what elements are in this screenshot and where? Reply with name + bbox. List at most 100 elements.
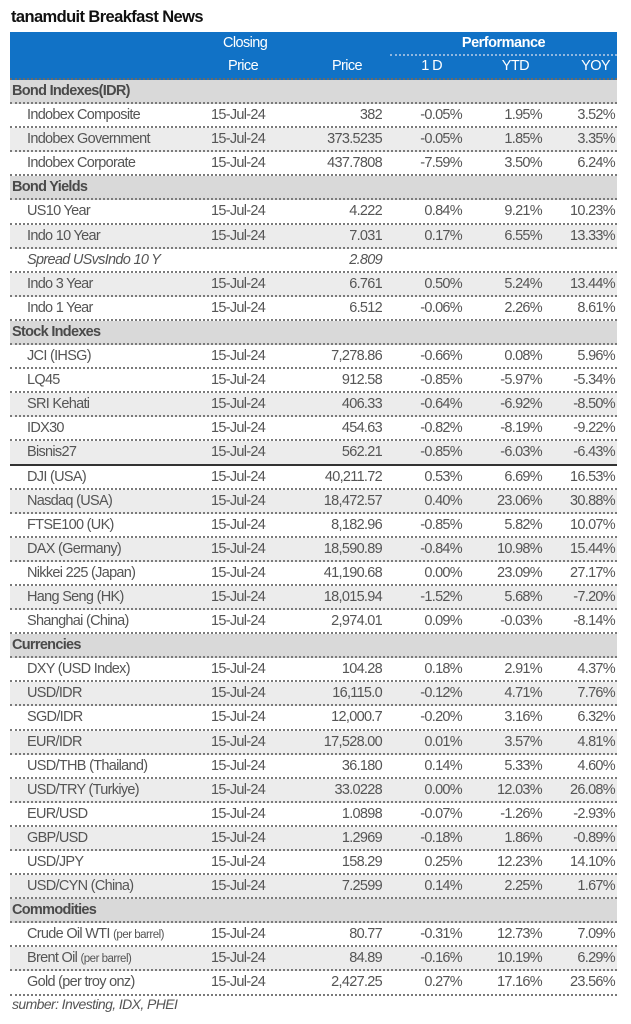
change-ytd-cell: 3.57% — [504, 733, 542, 750]
instrument-name: DAX (Germany) — [27, 540, 122, 557]
price-cell: 18,472.57 — [323, 492, 383, 509]
instrument-name: USD/THB (Thailand) — [27, 758, 148, 774]
table-row: Indobex Composite 15-Jul-24 382 -0.05% 1.95%… — [10, 104, 617, 129]
header-1d: 1 D — [421, 58, 442, 74]
change-yoy-cell: 6.29% — [577, 950, 615, 967]
instrument-name: Hang Seng (HK) — [27, 589, 124, 605]
date-cell: 15-Jul-24 — [211, 613, 266, 630]
date-cell: 15-Jul-24 — [211, 155, 266, 172]
table-row: Indo 3 Year 15-Jul-24 6.761 0.50% 5.24% 13.44… — [10, 272, 617, 297]
instrument-name: EUR/USD — [27, 805, 88, 822]
change-ytd-cell: 17.16% — [497, 974, 543, 991]
date-cell: 15-Jul-24 — [211, 516, 266, 533]
change-1d-cell: -0.06% — [420, 299, 462, 316]
date-cell: 15-Jul-24 — [211, 444, 266, 461]
price-cell: 1.2969 — [341, 829, 383, 846]
change-1d-cell: -0.85% — [420, 516, 462, 533]
table-row: Brent Oil (per barrel) 15-Jul-24 84.89 -0.1… — [10, 947, 617, 972]
instrument-name: Shanghai (China) — [27, 613, 129, 629]
change-1d-cell: 0.40% — [424, 492, 462, 509]
change-ytd-cell: -1.26% — [500, 805, 542, 822]
section-label: Bond Indexes(IDR) — [12, 83, 131, 99]
table-row: Gold (per troy onz) 15-Jul-24 2,427.25 0.27… — [10, 971, 617, 996]
change-1d-cell: -7.59% — [420, 155, 462, 172]
date-cell: 15-Jul-24 — [211, 661, 266, 678]
price-cell: 36.180 — [341, 757, 383, 774]
change-yoy-cell: 23.56% — [570, 974, 616, 991]
instrument-label: Indobex Corporate — [27, 155, 136, 172]
table-row: DAX (Germany) 15-Jul-24 18,590.89 -0.84% 10.… — [10, 537, 617, 562]
instrument-label: SRI Kehati — [27, 396, 90, 413]
change-ytd-cell: -0.03% — [500, 613, 542, 630]
price-cell: 6.512 — [349, 299, 382, 316]
instrument-label: JCI (IHSG) — [27, 348, 92, 365]
table-body: Bond Indexes(IDR) Indobex Composite 15-Jul… — [10, 80, 617, 996]
table-row: USD/TRY (Turkiye) 15-Jul-24 33.0228 0.00% 12… — [10, 778, 617, 803]
instrument-label: EUR/IDR — [27, 733, 82, 750]
header-closing-price: Price — [228, 58, 259, 74]
price-cell: 406.33 — [341, 396, 383, 413]
date-cell: 15-Jul-24 — [211, 396, 266, 413]
change-yoy-cell: 27.17% — [570, 564, 616, 581]
instrument-label: EUR/USD — [27, 805, 88, 822]
table-row: LQ45 15-Jul-24 912.58 -0.85% -5.97% -5.34% — [10, 369, 617, 394]
change-yoy-cell: -2.93% — [573, 805, 615, 822]
section-header: Currencies — [10, 634, 617, 659]
change-ytd-cell: 1.85% — [504, 131, 542, 148]
section-label: Bond Yields — [12, 179, 88, 196]
change-1d-cell: 0.18% — [424, 661, 462, 678]
date-cell: 15-Jul-24 — [211, 564, 266, 581]
instrument-label: Nikkei 225 (Japan) — [27, 564, 136, 581]
instrument-name: SRI Kehati — [27, 396, 90, 413]
table-row: FTSE100 (UK) 15-Jul-24 8,182.96 -0.85% 5.82%… — [10, 514, 617, 538]
instrument-name: Nasdaq (USA) — [27, 493, 113, 509]
date-cell: 15-Jul-24 — [211, 131, 266, 148]
change-ytd-cell: 23.09% — [497, 564, 543, 581]
instrument-name: USD/IDR — [27, 685, 82, 701]
instrument-name: Brent Oil (per barrel) — [27, 950, 132, 966]
change-yoy-cell: 10.07% — [570, 516, 616, 533]
instrument-name: FTSE100 (UK) — [27, 517, 114, 533]
table-row: Nasdaq (USA) 15-Jul-24 18,472.57 0.40% 23.06… — [10, 489, 617, 514]
instrument-name: GBP/USD — [27, 830, 88, 846]
date-cell: 15-Jul-24 — [211, 709, 266, 726]
change-yoy-cell: 6.24% — [577, 155, 615, 172]
price-cell: 40,211.72 — [324, 468, 383, 485]
section-header: Stock Indexes — [10, 320, 617, 346]
instrument-label: IDX30 — [27, 420, 65, 437]
change-yoy-cell: 8.61% — [577, 299, 615, 316]
date-cell: 15-Jul-24 — [211, 299, 266, 316]
price-cell: 7,278.86 — [331, 348, 383, 365]
instrument-name: Indo 3 Year — [27, 276, 93, 292]
change-1d-cell: -0.84% — [420, 540, 462, 557]
header-closing: Closing — [223, 35, 268, 51]
instrument-label: Indobex Composite — [27, 107, 141, 124]
instrument-label: USD/CYN (China) — [27, 878, 134, 895]
change-1d-cell: 0.00% — [424, 781, 462, 798]
change-ytd-cell: 5.82% — [504, 516, 542, 533]
instrument-name: Nikkei 225 (Japan) — [27, 564, 136, 581]
instrument-name: Indobex Corporate — [27, 155, 136, 172]
table-row: USD/JPY 15-Jul-24 158.29 0.25% 12.23% 14.10% — [10, 851, 617, 876]
date-cell: 15-Jul-24 — [211, 829, 266, 846]
change-ytd-cell: 5.33% — [504, 757, 542, 774]
change-yoy-cell: 4.37% — [577, 661, 615, 678]
date-cell: 15-Jul-24 — [211, 420, 266, 437]
change-1d-cell: -0.05% — [420, 131, 462, 148]
instrument-unit: (per barrel) — [113, 929, 164, 942]
date-cell: 15-Jul-24 — [211, 203, 266, 220]
change-ytd-cell: 23.06% — [497, 492, 543, 509]
change-yoy-cell: 7.76% — [577, 685, 615, 702]
change-1d-cell: 0.17% — [424, 227, 462, 244]
instrument-label: Indobex Government — [27, 131, 151, 148]
change-yoy-cell: 3.35% — [577, 131, 615, 148]
price-cell: 18,590.89 — [323, 540, 383, 557]
instrument-label: USD/IDR — [27, 685, 82, 702]
instrument-label: LQ45 — [27, 372, 60, 389]
table-row: Crude Oil WTI (per barrel) 15-Jul-24 80.77… — [10, 923, 617, 948]
change-1d-cell: 0.00% — [424, 564, 462, 581]
instrument-name: IDX30 — [27, 420, 65, 437]
instrument-label: DAX (Germany) — [27, 540, 122, 557]
instrument-name: SGD/IDR — [27, 709, 83, 725]
change-1d-cell: -0.31% — [420, 926, 462, 943]
